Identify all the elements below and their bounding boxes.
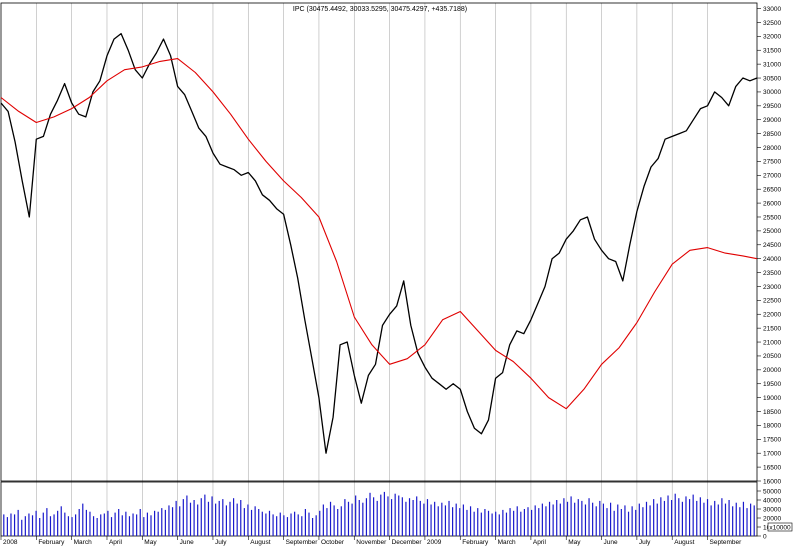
month-label: June [180, 539, 194, 546]
price-tick-label: 32000 [763, 34, 781, 41]
month-label: August [674, 539, 694, 546]
month-label: August [250, 539, 270, 546]
volume-tick-label: 40000 [763, 497, 781, 504]
volume-legend-label: x10000 [769, 525, 791, 532]
price-tick-label: 28000 [763, 145, 781, 152]
month-label: June [604, 539, 618, 546]
volume-bars [3, 491, 755, 536]
volume-tick-label: 50000 [763, 488, 781, 495]
volume-legend-box: x10000 [767, 522, 793, 532]
month-label: May [568, 539, 581, 546]
price-tick-label: 30500 [763, 75, 781, 82]
price-tick-label: 31500 [763, 48, 781, 55]
price-tick-label: 30000 [763, 89, 781, 96]
price-tick-label: 27500 [763, 159, 781, 166]
price-tick-label: 26000 [763, 200, 781, 207]
month-label: March [498, 539, 516, 546]
price-tick-label: 32500 [763, 20, 781, 27]
price-tick-label: 23000 [763, 284, 781, 291]
month-label: 2008 [3, 539, 18, 546]
price-tick-label: 28500 [763, 131, 781, 138]
price-tick-label: 16000 [763, 478, 781, 485]
month-label: April [109, 539, 123, 546]
price-tick-label: 29000 [763, 117, 781, 124]
volume-tick-label: 20000 [763, 515, 781, 522]
month-label: May [144, 539, 157, 546]
price-tick-label: 18500 [763, 409, 781, 416]
volume-tick-label: 0 [763, 533, 767, 540]
price-series-line [0, 32, 758, 454]
month-label: March [74, 539, 92, 546]
price-tick-label: 33000 [763, 6, 781, 13]
month-label: November [356, 539, 387, 546]
chart-title: IPC (30475.4492, 30033.5295, 30475.4297,… [293, 6, 467, 13]
price-tick-label: 26500 [763, 186, 781, 193]
price-tick-label: 22500 [763, 298, 781, 305]
month-label: July [215, 539, 227, 546]
price-tick-label: 23500 [763, 270, 781, 277]
price-tick-label: 21000 [763, 339, 781, 346]
price-tick-label: 29500 [763, 103, 781, 110]
price-tick-label: 16500 [763, 464, 781, 471]
price-tick-label: 31000 [763, 61, 781, 68]
month-label: July [639, 539, 651, 546]
month-label: 2009 [427, 539, 442, 546]
month-label: September [710, 539, 743, 546]
price-tick-label: 27000 [763, 173, 781, 180]
price-tick-label: 25500 [763, 214, 781, 221]
price-tick-label: 25000 [763, 228, 781, 235]
price-tick-label: 24000 [763, 256, 781, 263]
month-label: April [533, 539, 547, 546]
month-label: February [462, 539, 489, 546]
price-tick-label: 19000 [763, 395, 781, 402]
price-axis: 16000 16500 17000 17500 18000 18500 19000 19500… [757, 6, 781, 485]
month-axis: 2008 February March April May June July August S… [0, 536, 743, 546]
price-tick-label: 20000 [763, 367, 781, 374]
price-tick-label: 20500 [763, 353, 781, 360]
moving-average-line [0, 58, 758, 410]
month-label: October [321, 539, 345, 546]
price-tick-label: 18000 [763, 423, 781, 430]
month-label: September [286, 539, 319, 546]
price-tick-label: 17000 [763, 451, 781, 458]
price-panel-frame [0, 2, 758, 482]
price-tick-label: 19500 [763, 381, 781, 388]
price-tick-label: 17500 [763, 437, 781, 444]
month-label: December [392, 539, 423, 546]
series-lines [0, 32, 758, 454]
volume-tick-label: 30000 [763, 506, 781, 513]
month-label: February [38, 539, 65, 546]
price-tick-label: 24500 [763, 242, 781, 249]
price-tick-label: 22000 [763, 312, 781, 319]
price-tick-label: 21500 [763, 325, 781, 332]
